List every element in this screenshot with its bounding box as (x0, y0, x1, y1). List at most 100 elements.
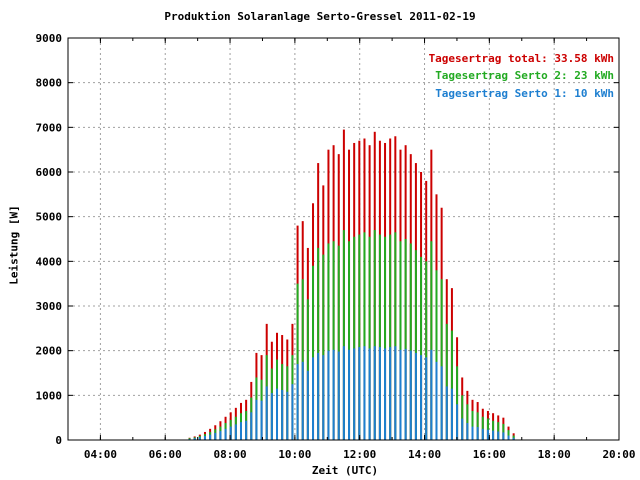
bar-serto-1 (327, 350, 330, 440)
bar-serto-1 (466, 423, 469, 440)
bar-serto-2 (389, 234, 392, 440)
bar-serto-1 (512, 437, 515, 440)
bar-serto-1 (492, 430, 495, 440)
bar-serto-2 (322, 254, 325, 440)
bar-serto-2 (507, 430, 510, 440)
bar-serto-1 (245, 420, 248, 440)
bar-serto-1 (471, 426, 474, 440)
bar-serto-1 (265, 386, 268, 440)
bar-serto-2 (399, 241, 402, 440)
y-tick-label: 7000 (36, 121, 63, 134)
x-tick-label: 04:00 (84, 448, 117, 461)
legend-total: Tagesertrag total: 33.58 kWh (428, 52, 614, 65)
bar-serto-2 (327, 243, 330, 440)
bar-serto-1 (322, 355, 325, 440)
bar-serto-1 (404, 348, 407, 440)
y-axis-label: Leistung [W] (7, 205, 21, 285)
bar-serto-1 (368, 348, 371, 440)
bar-serto-2 (492, 420, 495, 440)
bar-serto-1 (476, 427, 479, 440)
bar-serto-1 (203, 435, 206, 440)
bar-serto-2 (353, 236, 356, 440)
bar-serto-2 (445, 323, 448, 440)
bar-serto-1 (486, 429, 489, 440)
y-tick-label: 2000 (36, 345, 63, 358)
bar-serto-1 (286, 391, 289, 440)
x-tick-label: 14:00 (408, 448, 441, 461)
bar-serto-1 (312, 357, 315, 440)
plot-frame (67, 37, 620, 441)
bar-serto-1 (255, 399, 258, 440)
y-tick-label: 1000 (36, 389, 63, 402)
bar-serto-1 (497, 431, 500, 440)
legend-serto-1: Tagesertrag Serto 1: 10 kWh (435, 87, 614, 100)
bar-serto-1 (219, 431, 222, 440)
bar-serto-1 (342, 346, 345, 440)
bar-serto-1 (420, 355, 423, 440)
bar-serto-1 (224, 428, 227, 440)
bar-serto-1 (384, 348, 387, 440)
y-tick-label: 5000 (36, 211, 63, 224)
bar-serto-2 (332, 241, 335, 440)
bar-serto-1 (337, 351, 340, 440)
bar-serto-1 (193, 438, 196, 440)
bar-serto-1 (291, 384, 294, 440)
bar-serto-1 (440, 366, 443, 440)
x-tick-label: 08:00 (213, 448, 246, 461)
bar-serto-2 (440, 279, 443, 440)
bar-serto-2 (394, 232, 397, 440)
bar-serto-1 (353, 348, 356, 440)
bar-serto-1 (276, 388, 279, 440)
bar-serto-2 (420, 256, 423, 440)
bar-serto-1 (399, 349, 402, 440)
bar-serto-2 (368, 236, 371, 440)
bar-serto-1 (234, 424, 237, 440)
bar-serto-1 (348, 349, 351, 440)
bar-serto-1 (250, 412, 253, 440)
bar-serto-1 (430, 349, 433, 440)
bar-serto-1 (461, 418, 464, 440)
bar-serto-2 (461, 395, 464, 440)
bar-serto-2 (456, 366, 459, 440)
bar-serto-1 (358, 347, 361, 440)
bar-serto-1 (507, 435, 510, 440)
bar-serto-1 (281, 389, 284, 440)
bar-serto-1 (306, 370, 309, 440)
bar-serto-1 (239, 422, 242, 440)
bar-serto-2 (486, 418, 489, 440)
x-tick-label: 06:00 (149, 448, 182, 461)
bar-serto-2 (481, 416, 484, 440)
bar-serto-1 (481, 428, 484, 440)
bar-serto-1 (260, 400, 263, 440)
bar-serto-2 (414, 250, 417, 440)
bar-serto-1 (198, 437, 201, 440)
bar-serto-2 (378, 234, 381, 440)
x-axis-label: Zeit (UTC) (311, 464, 379, 477)
bar-serto-2 (312, 265, 315, 440)
bar-serto-1 (363, 346, 366, 440)
bar-serto-1 (270, 393, 273, 440)
y-tick-label: 3000 (36, 300, 63, 313)
bar-serto-1 (409, 350, 412, 440)
bar-serto-2 (306, 299, 309, 440)
bar-serto-2 (348, 241, 351, 440)
bar-serto-2 (337, 245, 340, 440)
bar-serto-1 (214, 432, 217, 440)
x-tick-label: 10:00 (278, 448, 311, 461)
bar-serto-2 (373, 230, 376, 440)
bar-serto-1 (450, 388, 453, 440)
bar-serto-2 (430, 241, 433, 440)
bar-serto-2 (342, 230, 345, 440)
bar-serto-1 (332, 349, 335, 440)
bar-serto-1 (317, 352, 320, 440)
bar-serto-1 (435, 361, 438, 440)
bar-serto-1 (301, 361, 304, 440)
bar-serto-1 (378, 347, 381, 440)
bar-serto-1 (209, 434, 212, 440)
bar-serto-1 (229, 426, 232, 440)
bar-serto-2 (435, 270, 438, 440)
bar-serto-2 (404, 239, 407, 440)
y-tick-label: 6000 (36, 166, 63, 179)
bar-serto-2 (317, 247, 320, 440)
